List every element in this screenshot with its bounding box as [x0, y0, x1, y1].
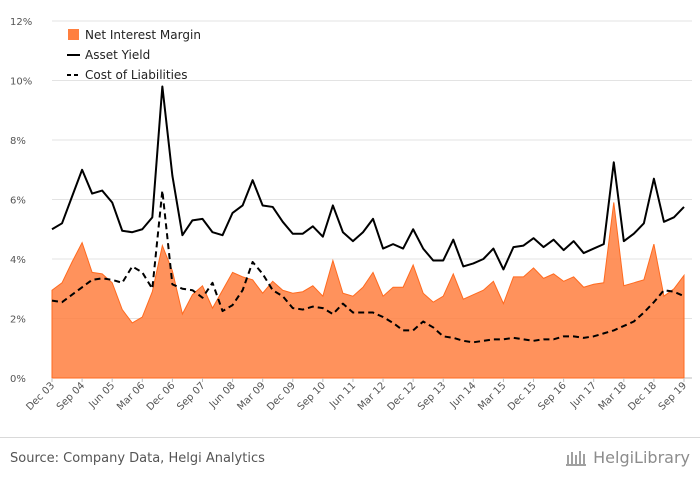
footer: Source: Company Data, Helgi Analytics He…: [0, 437, 700, 484]
cost-of-liabilities-line: [51, 189, 685, 344]
x-tick-label: Jun 17: [568, 380, 599, 411]
x-tick-label: Dec 09: [265, 380, 298, 413]
x-tick-label: Mar 15: [476, 380, 508, 412]
net-interest-margin-area-layer: [51, 202, 685, 379]
x-tick-label: Sep 19: [657, 380, 689, 412]
x-tick-label: Dec 12: [386, 380, 419, 413]
x-tick-label: Dec 18: [626, 380, 659, 413]
lines-layer: [51, 85, 685, 344]
y-tick-label: 12%: [10, 17, 32, 28]
x-tick-label: Jun 05: [87, 380, 118, 411]
legend: Net Interest Margin Asset Yield Cost of …: [67, 28, 201, 82]
x-tick-label: Sep 13: [416, 380, 448, 412]
net-interest-margin-area: [51, 202, 685, 379]
x-tick-label: Mar 12: [356, 380, 388, 412]
source-note: Source: Company Data, Helgi Analytics: [10, 451, 265, 466]
library-icon: [566, 450, 587, 466]
y-tick-label: 10%: [10, 77, 32, 88]
x-tick-label: Dec 06: [145, 380, 178, 413]
brand-logo[interactable]: HelgiLibrary: [565, 448, 690, 467]
brand-name: HelgiLibrary: [593, 448, 690, 467]
x-tick-label: Jun 08: [207, 380, 238, 411]
x-tick-label: Sep 16: [536, 380, 568, 412]
x-tick-label: Sep 07: [175, 380, 207, 412]
asset-yield-line: [51, 85, 685, 271]
legend-swatch-net-interest-margin: [68, 29, 79, 40]
y-tick-label: 2%: [10, 315, 26, 326]
legend-label-net-interest-margin: Net Interest Margin: [85, 28, 201, 42]
x-tick-label: Dec 03: [24, 380, 57, 413]
x-tick-label: Sep 04: [55, 380, 87, 412]
x-tick-label: Mar 18: [597, 380, 629, 412]
legend-label-cost-of-liabilities: Cost of Liabilities: [85, 68, 188, 82]
y-tick-label: 6%: [10, 196, 26, 207]
y-tick-label: 8%: [10, 136, 26, 147]
y-tick-label: 0%: [10, 374, 26, 385]
x-tick-label: Sep 10: [296, 380, 328, 412]
x-tick-label: Jun 11: [327, 380, 358, 411]
x-tick-label: Mar 09: [235, 380, 267, 412]
x-tick-label: Dec 15: [506, 380, 539, 413]
x-tick-label: Jun 14: [448, 380, 479, 411]
y-tick-label: 4%: [10, 255, 26, 266]
legend-label-asset-yield: Asset Yield: [85, 48, 150, 62]
y-axis-ticks: 0% 2% 4% 6% 8% 10% 12%: [10, 17, 32, 385]
x-tick-label: Mar 06: [115, 380, 147, 412]
